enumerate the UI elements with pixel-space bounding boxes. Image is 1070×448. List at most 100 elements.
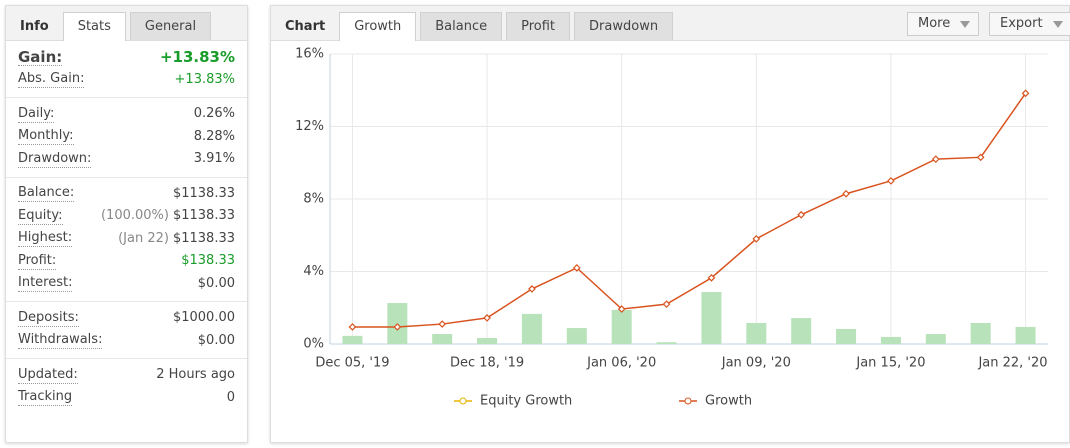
info-row: Profit: $138.33 xyxy=(18,250,235,273)
point-marker xyxy=(662,300,671,308)
info-value-wrap: 0.26% xyxy=(194,103,235,126)
dropdown-button[interactable]: Export xyxy=(989,12,1070,36)
bar xyxy=(836,328,857,344)
info-value-wrap: (Jan 22) $1138.33 xyxy=(118,228,235,251)
bar xyxy=(1015,326,1036,344)
info-row: Updated: 2 Hours ago xyxy=(18,364,235,387)
bar xyxy=(521,313,542,344)
info-value: 0.26% xyxy=(193,106,235,121)
x-tick-label: Jan 22, '20 xyxy=(977,356,1047,371)
bar xyxy=(880,336,901,344)
info-row: Highest: (Jan 22) $1138.33 xyxy=(18,228,235,251)
info-value-wrap: 0 xyxy=(227,387,235,410)
info-label: Daily: xyxy=(18,105,55,123)
y-tick-label: 16% xyxy=(295,47,324,62)
info-row: Deposits: $1000.00 xyxy=(18,307,235,330)
info-value-wrap: 8.28% xyxy=(194,126,235,149)
tab[interactable]: General xyxy=(129,12,212,40)
info-note: (Jan 22) xyxy=(118,230,169,246)
info-row: Monthly: 8.28% xyxy=(18,126,235,149)
info-row: Daily: 0.26% xyxy=(18,103,235,126)
info-note: (100.00%) xyxy=(100,208,169,223)
info-label: Tracking xyxy=(18,389,73,407)
point-marker xyxy=(393,323,402,331)
bar xyxy=(746,322,767,344)
point-marker xyxy=(797,210,806,219)
info-label: Profit: xyxy=(18,252,57,270)
info-row: Gain: +13.83% xyxy=(18,46,235,69)
info-value: $0.00 xyxy=(197,332,235,348)
info-value: 8.28% xyxy=(193,128,235,144)
dropdown-button[interactable]: More xyxy=(907,12,980,36)
tab[interactable]: Drawdown xyxy=(574,12,674,40)
info-label: Updated: xyxy=(18,366,78,384)
tab: Info xyxy=(20,19,49,34)
info-value: $1138.33 xyxy=(172,230,235,246)
point-marker xyxy=(572,264,581,272)
legend-marker xyxy=(684,397,692,405)
info-value-wrap: 2 Hours ago xyxy=(156,364,235,387)
info-label: Deposits: xyxy=(18,309,79,327)
info-row: Interest: $0.00 xyxy=(18,273,235,296)
point-marker xyxy=(752,235,761,243)
point-marker xyxy=(528,285,536,293)
bar xyxy=(611,309,632,344)
info-value-wrap: +13.83% xyxy=(175,69,235,92)
tab[interactable]: Growth xyxy=(339,12,417,41)
x-tick-label: Jan 06, '20 xyxy=(586,356,656,371)
bar xyxy=(970,322,991,344)
y-tick-label: 4% xyxy=(303,264,324,279)
info-row: Equity: (100.00%) $1138.33 xyxy=(18,205,235,228)
growth-line xyxy=(352,92,1027,328)
info-label: Balance: xyxy=(18,185,75,203)
point-marker xyxy=(617,305,626,313)
info-value-wrap: $1138.33 xyxy=(173,183,235,206)
x-tick-label: Jan 09, '20 xyxy=(721,356,791,371)
tab[interactable]: Profit xyxy=(506,12,571,40)
info-label: Interest: xyxy=(18,275,73,293)
point-marker xyxy=(438,320,447,328)
info-section: Balance: $1138.33 Equity: (100.00%) $1138.33… xyxy=(6,178,247,302)
bar xyxy=(656,342,677,344)
tab[interactable]: Balance xyxy=(420,12,503,40)
info-value: $1000.00 xyxy=(172,310,235,325)
point-marker xyxy=(842,189,850,198)
bar xyxy=(701,291,722,344)
point-marker xyxy=(707,273,716,282)
info-value: +13.83% xyxy=(174,71,235,87)
info-label: Equity: xyxy=(18,207,63,225)
info-row: Balance: $1138.33 xyxy=(18,183,235,206)
info-value-wrap: $138.33 xyxy=(181,250,235,273)
info-tabs: Info Stats General xyxy=(6,6,247,41)
tab[interactable]: Stats xyxy=(62,12,126,41)
info-label: Withdrawals: xyxy=(18,332,103,350)
tab: Chart xyxy=(285,19,326,34)
info-label: Abs. Gain: xyxy=(18,71,85,89)
info-value-wrap: $0.00 xyxy=(198,330,235,353)
info-label: Gain: xyxy=(18,47,63,66)
point-marker xyxy=(976,153,985,162)
info-value-wrap: +13.83% xyxy=(160,46,235,69)
info-section: Daily: 0.26% Monthly: 8.28% Drawdown: 3.91% xyxy=(6,98,247,178)
info-value-wrap: $0.00 xyxy=(198,273,235,296)
info-value: +13.83% xyxy=(159,48,235,66)
info-section: Updated: 2 Hours ago Tracking 0 xyxy=(6,359,247,415)
info-section: Gain: +13.83% Abs. Gain: +13.83% xyxy=(6,41,247,98)
info-value: $1138.33 xyxy=(172,208,235,223)
info-value: 0 xyxy=(226,389,235,405)
info-section: Deposits: $1000.00 Withdrawals: $0.00 xyxy=(6,302,247,359)
info-value-wrap: 3.91% xyxy=(194,148,235,171)
info-row: Drawdown: 3.91% xyxy=(18,148,235,171)
y-tick-label: 0% xyxy=(303,337,324,352)
info-row: Withdrawals: $0.00 xyxy=(18,330,235,353)
legend-label: Equity Growth xyxy=(480,394,572,409)
info-value: 3.91% xyxy=(193,151,235,166)
info-value: $138.33 xyxy=(181,253,235,268)
bar xyxy=(566,328,587,344)
bar xyxy=(477,338,498,344)
bar xyxy=(432,334,453,344)
y-tick-label: 12% xyxy=(295,119,324,134)
point-marker xyxy=(348,323,357,331)
legend-label: Growth xyxy=(705,394,752,409)
